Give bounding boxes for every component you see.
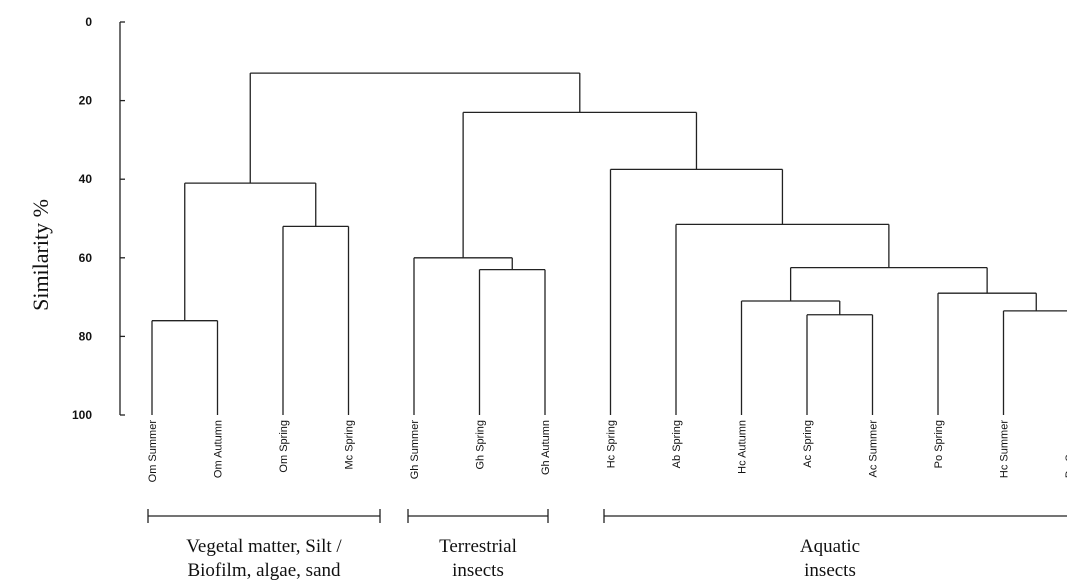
group-brackets: Vegetal matter, Silt / Biofilm, algae, sa… [147,509,1067,581]
y-tick-label: 40 [79,172,93,186]
y-tick-label: 60 [79,251,93,265]
group-label-line: insects [452,560,504,581]
group-bracket-aquatic-insects: Aquatic insects [603,509,1067,581]
group-label-line: insects [804,560,856,581]
leaf-label-om-autumn: Om Autumn [213,420,225,478]
leaf-label-mc-spring: Mc Spring [344,420,356,470]
y-tick-label: 80 [79,329,93,343]
leaf-label-gh-summer: Gh Summer [409,420,421,480]
leaf-label-om-spring: Om Spring [278,420,290,473]
group-label-line: Aquatic [800,536,860,557]
leaf-label-ac-spring: Ac Spring [802,420,814,468]
leaf-label-ac-summer: Ac Summer [868,420,880,478]
leaf-label-ab-spring: Ab Spring [671,420,683,468]
leaf-label-hc-autumn: Hc Autumn [737,420,749,474]
group-bracket-terrestrial-insects: Terrestrial insects [407,509,549,581]
leaf-label-po-spring: Po Spring [933,420,945,468]
group-label-line: Vegetal matter, Silt / [186,536,342,557]
y-tick-label: 0 [85,15,92,29]
leaf-label-po-summer: Po Summer [1064,420,1067,478]
dendrogram-tree [151,72,1067,415]
y-axis-title: Similarity % [28,199,53,311]
group-bracket-vegetal-matter-silt-biofilm-algae-sand: Vegetal matter, Silt / Biofilm, algae, sa… [147,509,381,581]
y-tick-label: 100 [72,408,92,422]
leaf-label-om-summer: Om Summer [147,420,159,483]
leaf-label-hc-summer: Hc Summer [999,420,1011,478]
group-label-line: Terrestrial [439,536,517,557]
group-label-line: Biofilm, algae, sand [187,560,341,581]
leaf-label-gh-spring: Gh Spring [475,420,487,470]
leaf-label-gh-autumn: Gh Autumn [540,420,552,475]
leaf-label-hc-spring: Hc Spring [606,420,618,468]
y-tick-label: 20 [79,94,93,108]
leaf-labels: Om Summer Om Autumn Om Spring Mc Spring Gh S… [147,420,1067,483]
y-axis: 0 20 40 60 80 100 [72,15,125,422]
